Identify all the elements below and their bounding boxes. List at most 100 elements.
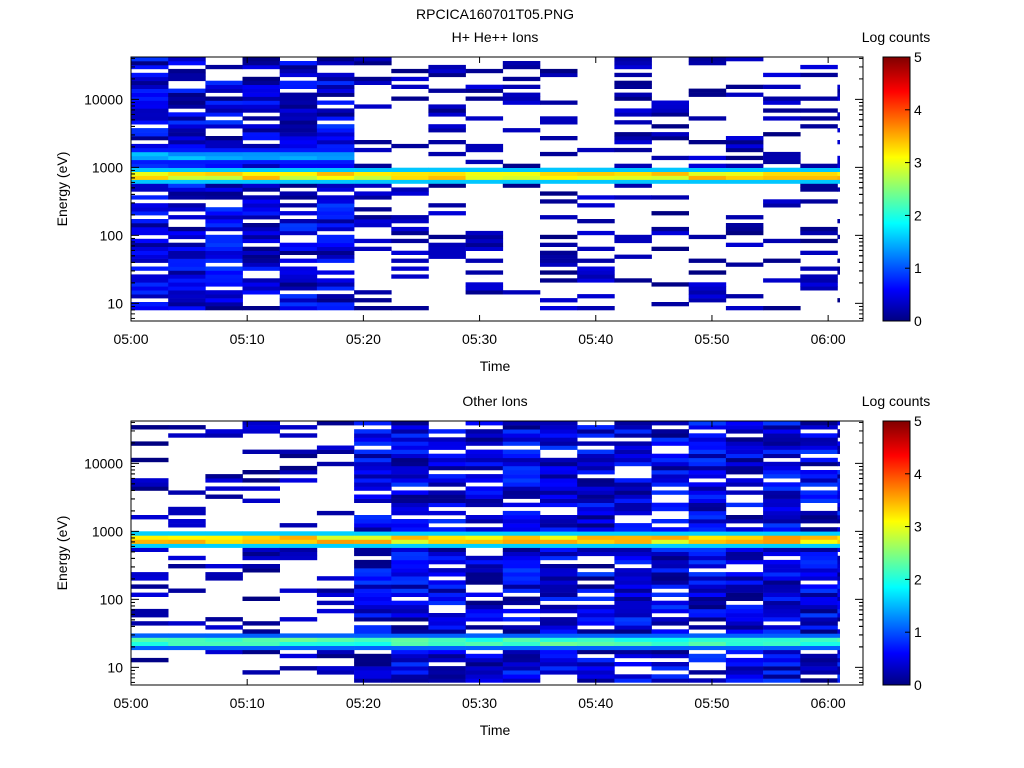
heatmap-cell [688, 175, 727, 180]
heatmap-cell [688, 171, 727, 176]
heatmap-cell [614, 175, 652, 180]
heatmap-cell [502, 171, 541, 176]
heatmap-cell [837, 613, 840, 618]
heatmap-cell [725, 226, 764, 232]
heatmap-cell [577, 266, 615, 271]
heatmap-cell [279, 641, 318, 646]
heatmap-cell [651, 580, 689, 585]
heatmap-cell [354, 592, 392, 597]
heatmap-cell [688, 608, 727, 614]
x-tick-label: 05:50 [694, 695, 729, 711]
heatmap-cell [391, 490, 429, 495]
heatmap-cell [725, 92, 764, 97]
heatmap-cell [242, 147, 280, 153]
heatmap-cell [577, 465, 615, 471]
heatmap-cell [354, 195, 392, 200]
heatmap-cell [540, 621, 578, 626]
heatmap-cell [354, 617, 392, 622]
heatmap-cell [131, 104, 169, 109]
heatmap-cell [316, 57, 355, 62]
heatmap-cell [279, 151, 318, 157]
heatmap-cell [725, 294, 764, 299]
heatmap-cell [540, 234, 578, 240]
heatmap-cell [614, 57, 652, 62]
heatmap-cell [725, 633, 764, 638]
heatmap-cell [131, 613, 169, 618]
heatmap-cell [205, 195, 243, 200]
heatmap-cell [540, 523, 578, 528]
heatmap-cell [242, 226, 280, 232]
heatmap-cell [168, 286, 206, 291]
heatmap-cell [614, 80, 652, 85]
heatmap-cell [725, 657, 764, 663]
heatmap-cell [502, 490, 541, 495]
heatmap-cell [168, 425, 206, 430]
heatmap-cell [540, 657, 578, 663]
heatmap-cell [279, 551, 318, 557]
heatmap-cell [428, 124, 466, 129]
heatmap-cell [168, 543, 206, 548]
heatmap-cell [577, 274, 615, 279]
heatmap-cell [763, 96, 801, 101]
heatmap-cell [688, 527, 727, 532]
heatmap-cell [168, 191, 206, 196]
heatmap-cell [763, 670, 801, 675]
heatmap-cell [725, 143, 764, 149]
heatmap-cell [316, 80, 355, 85]
heatmap-cell [837, 92, 840, 97]
heatmap-cell [205, 96, 243, 101]
heatmap-cell [763, 531, 801, 536]
heatmap-cell [391, 633, 429, 638]
heatmap-cell [168, 167, 206, 172]
heatmap-cell [168, 171, 206, 176]
heatmap-cell [279, 543, 318, 548]
heatmap-cell [391, 461, 429, 467]
heatmap-cell [316, 132, 355, 137]
heatmap-cell [614, 637, 652, 642]
heatmap-cell [465, 515, 504, 520]
heatmap-cell [725, 584, 764, 589]
heatmap-cell [614, 421, 652, 426]
heatmap-cell [651, 167, 689, 172]
heatmap-cell [168, 641, 206, 646]
heatmap-cell [242, 88, 280, 93]
heatmap-cell [651, 124, 689, 129]
heatmap-cell [725, 179, 764, 184]
heatmap-cell [763, 551, 801, 557]
heatmap-cell [540, 445, 578, 450]
heatmap-cell [354, 662, 392, 667]
heatmap-cell [316, 637, 355, 642]
heatmap-cell [391, 564, 429, 569]
heatmap-cell [316, 151, 355, 157]
heatmap-cell [725, 555, 764, 561]
heatmap-cell [465, 613, 504, 618]
heatmap-cell [465, 576, 504, 581]
heatmap-cell [316, 187, 355, 192]
heatmap-cell [242, 159, 280, 165]
heatmap-cell [354, 429, 392, 434]
heatmap-cell [540, 465, 578, 471]
heatmap-cell [502, 84, 541, 89]
heatmap-cell [168, 226, 206, 232]
heatmap-cell [131, 302, 169, 307]
heatmap-cell [205, 294, 243, 299]
heatmap-cell [242, 278, 280, 283]
heatmap-cell [725, 547, 764, 552]
heatmap-cell [540, 502, 578, 508]
heatmap-cell [800, 572, 838, 577]
heatmap-cell [279, 116, 318, 121]
heatmap-cell [131, 254, 169, 259]
heatmap-cell [502, 494, 541, 499]
heatmap-cell [502, 600, 541, 606]
heatmap-cell [651, 674, 689, 679]
heatmap-cell [279, 531, 318, 536]
heatmap-cell [316, 175, 355, 180]
heatmap-cell [465, 604, 504, 610]
heatmap-cell [800, 274, 838, 279]
heatmap-cell [540, 531, 578, 536]
heatmap-cell [688, 433, 727, 438]
colorbar-label: Log counts [862, 393, 931, 409]
heatmap-cell [837, 584, 840, 589]
heatmap-cell [354, 633, 392, 638]
heatmap-cell [279, 104, 318, 109]
